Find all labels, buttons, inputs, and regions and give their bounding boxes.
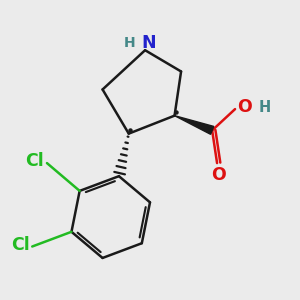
Text: O: O [237,98,251,116]
Text: Cl: Cl [26,152,44,170]
Text: N: N [142,34,156,52]
Text: H: H [124,36,135,50]
Text: Cl: Cl [11,236,30,254]
Polygon shape [175,116,214,134]
Text: H: H [259,100,271,115]
Text: O: O [211,166,226,184]
